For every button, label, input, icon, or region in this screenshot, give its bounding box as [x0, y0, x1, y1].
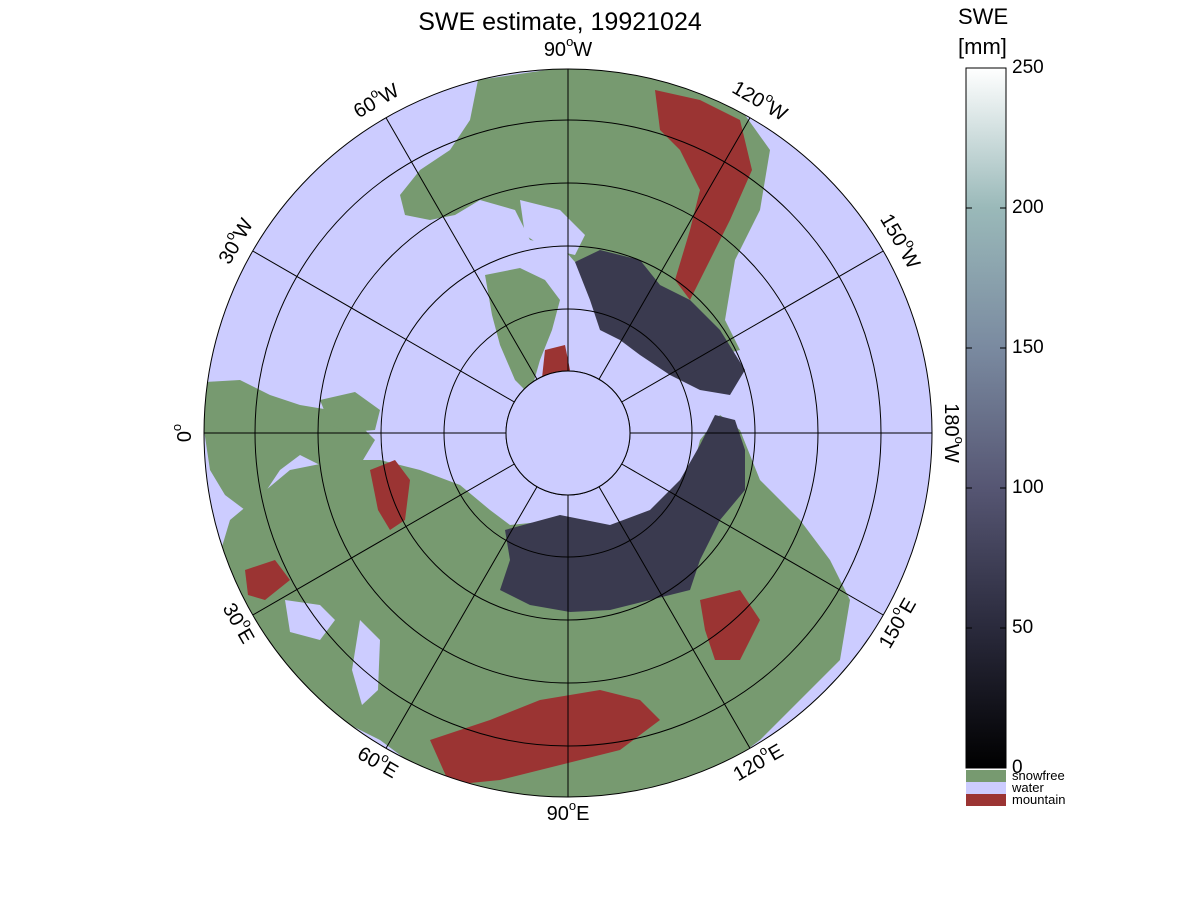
colorbar-tick-label: 50 [1012, 617, 1033, 638]
pole-hole [505, 370, 631, 496]
mountain-urals [370, 460, 410, 530]
colorbar-tick-label: 250 [1012, 57, 1044, 78]
map-title: SWE estimate, 19921024 [418, 8, 702, 36]
colorbar-gradient [965, 67, 1007, 769]
water-black-sea [285, 600, 335, 640]
land-greenland [485, 268, 560, 395]
meridian-line [598, 117, 751, 380]
meridian-line [621, 463, 884, 616]
snow-cover-siberia [500, 415, 745, 612]
colorbar-tick-label: 100 [1012, 477, 1044, 498]
colorbar: SWE [mm] 0 50 100 150 200 250 snowfreewatermo… [958, 4, 1065, 807]
colorbar-tick-label: 0 [1012, 757, 1023, 778]
category-swatch-mountain [966, 794, 1006, 806]
mountain-rockies [655, 90, 752, 300]
category-label-mountain: mountain [1012, 792, 1065, 807]
meridian-line [598, 486, 751, 749]
polar-map [204, 69, 932, 797]
lon-label-0: 0o [169, 424, 196, 442]
category-label-water: water [1011, 780, 1044, 795]
map-border [203, 68, 933, 798]
mountain-himalaya [430, 690, 660, 785]
water-hudson-bay [520, 200, 585, 255]
colorbar-tick-label: 150 [1012, 337, 1044, 358]
category-label-snowfree: snowfree [1012, 768, 1065, 783]
mountain-alps [245, 560, 290, 600]
lon-label-180w: 180oW [940, 403, 967, 463]
colorbar-ticks: 0 50 100 150 200 250 [966, 57, 1044, 778]
mountain-east-siberia [700, 590, 760, 660]
colorbar-title-swe: SWE [958, 4, 1008, 29]
land-scandinavia [320, 392, 380, 432]
category-swatch-snowfree [966, 770, 1006, 782]
lon-label-90w: 90oW [544, 34, 592, 61]
meridian-line [385, 117, 538, 380]
meridian-line [621, 250, 884, 403]
colorbar-tick-label: 200 [1012, 197, 1044, 218]
lon-label-90e: 90oE [547, 798, 590, 825]
category-swatch-water [966, 782, 1006, 794]
colorbar-title-unit: [mm] [958, 34, 1007, 59]
meridian-line [252, 250, 515, 403]
water-caspian [352, 620, 380, 705]
meridian-line [385, 486, 538, 749]
meridian-line [252, 463, 515, 616]
snow-cover-arctic-canada [575, 250, 745, 395]
